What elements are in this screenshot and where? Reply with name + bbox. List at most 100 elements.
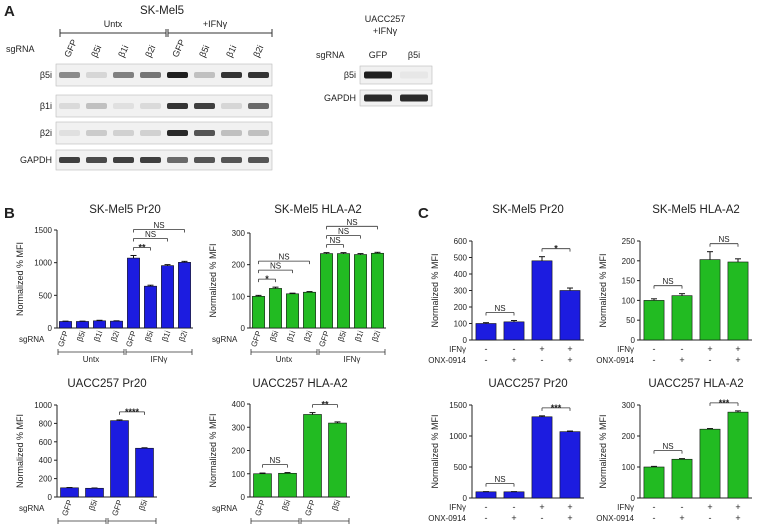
blot-band [167, 103, 188, 109]
group-label: Untx [276, 355, 292, 364]
blot-strip [359, 65, 433, 85]
y-tick-label: 200 [622, 432, 636, 441]
bar [699, 428, 721, 499]
factor-value: - [653, 513, 656, 523]
x-tick-label: GFP [124, 330, 138, 349]
y-tick-label: 400 [39, 456, 53, 465]
bar [699, 259, 721, 341]
bar [253, 473, 272, 498]
factor-label: ONX-0914 [428, 356, 466, 365]
x-tick-label: β2i [177, 329, 189, 342]
blot-band [86, 157, 107, 163]
significance-label: NS [278, 253, 289, 262]
panel-letter-b: B [4, 205, 15, 222]
blot-band [140, 130, 161, 136]
panel-letter-a: A [4, 3, 15, 20]
factor-value: - [541, 513, 544, 523]
y-tick-label: 300 [454, 287, 468, 296]
blot-strip [55, 94, 273, 118]
bar [559, 431, 581, 499]
factor-value: + [511, 355, 516, 365]
bar [531, 416, 553, 499]
y-tick-label: 0 [241, 324, 246, 333]
bar [278, 472, 297, 498]
factor-value: - [541, 355, 544, 365]
blot1-sgrna-label: sgRNA [6, 44, 35, 54]
blot1-lane-label: GFP [62, 38, 79, 59]
bar [178, 262, 191, 329]
chart-title: SK-Mel5 Pr20 [492, 204, 564, 216]
blot-band [400, 94, 428, 102]
y-tick-label: 1000 [34, 401, 52, 410]
y-tick-label: 100 [232, 470, 246, 479]
chart-c-uacc257-pr20: UACC257 Pr20 Normalized % MFI 0 500 1000 1500… [428, 378, 584, 523]
y-tick-label: 400 [454, 270, 468, 279]
y-tick-label: 0 [48, 324, 53, 333]
significance-label: *** [719, 398, 730, 408]
factor-value: - [513, 502, 516, 512]
y-tick-label: 500 [454, 254, 468, 263]
blot1-cell-line: SK-Mel5 [140, 5, 184, 17]
y-tick-label: 800 [39, 419, 53, 428]
significance-label: NS [346, 218, 357, 227]
significance-label: NS [662, 442, 673, 451]
bar [127, 257, 140, 329]
x-tick-label: β5i [137, 498, 149, 511]
y-tick-label: 200 [39, 475, 53, 484]
chart-title: UACC257 HLA-A2 [252, 378, 347, 390]
factor-value: + [567, 513, 572, 523]
blot-band [140, 157, 161, 163]
factor-value: + [735, 502, 740, 512]
factor-value: + [567, 344, 572, 354]
blot1-lane-label: GFP [170, 38, 187, 59]
y-tick-label: 400 [232, 400, 246, 409]
blot-band [221, 103, 242, 109]
x-tick-label: β2i [109, 329, 121, 342]
bar [475, 323, 497, 341]
blot1-row-label: β5i [40, 70, 52, 80]
bar [671, 295, 693, 341]
significance-label: NS [329, 236, 340, 245]
blot-band [194, 72, 215, 78]
y-tick-label: 200 [622, 257, 636, 266]
bar [60, 487, 79, 498]
x-tick-label: β5i [143, 329, 155, 342]
x-tick-label: β5i [75, 329, 87, 342]
blot-band [167, 130, 188, 136]
y-tick-label: 200 [454, 303, 468, 312]
factor-value: - [681, 502, 684, 512]
blot1-membrane [55, 63, 273, 171]
factor-value: + [567, 355, 572, 365]
significance-label: * [554, 244, 558, 254]
x-tick-label: β5i [330, 498, 342, 511]
y-tick-label: 0 [463, 336, 468, 345]
blot2-lane-label: β5i [408, 50, 420, 60]
y-tick-label: 0 [631, 336, 636, 345]
bar [135, 447, 154, 498]
blot-band [140, 72, 161, 78]
significance-label: NS [269, 456, 280, 465]
bar [371, 252, 384, 329]
bar [643, 300, 665, 341]
factor-value: - [485, 513, 488, 523]
factor-value: + [679, 355, 684, 365]
blot2-membrane [359, 65, 433, 107]
chart-b-sk-mel5-hla-a2: SK-Mel5 HLA-A2 Normalized % MFI 0 100 200 300… [208, 204, 386, 364]
bar [303, 291, 316, 329]
bar [93, 320, 106, 329]
factor-label: ONX-0914 [596, 514, 634, 523]
blot1-lane-labels: GFP β5i β1i β2i GFP β5i β1i β2i [62, 38, 265, 59]
bar [559, 290, 581, 341]
y-tick-label: 100 [622, 463, 636, 472]
blot-band [221, 157, 242, 163]
blot-band [59, 72, 80, 78]
x-tick-label: GFP [60, 499, 74, 518]
significance-label: NS [494, 475, 505, 484]
blot-band [59, 130, 80, 136]
y-axis-label: Normalized % MFI [15, 414, 25, 488]
blot2-row-label: GAPDH [324, 93, 356, 103]
blot-band [221, 130, 242, 136]
y-axis-label: Normalized % MFI [208, 413, 218, 487]
blot2-lane-labels: GFP β5i [369, 50, 420, 60]
blot-band [86, 72, 107, 78]
